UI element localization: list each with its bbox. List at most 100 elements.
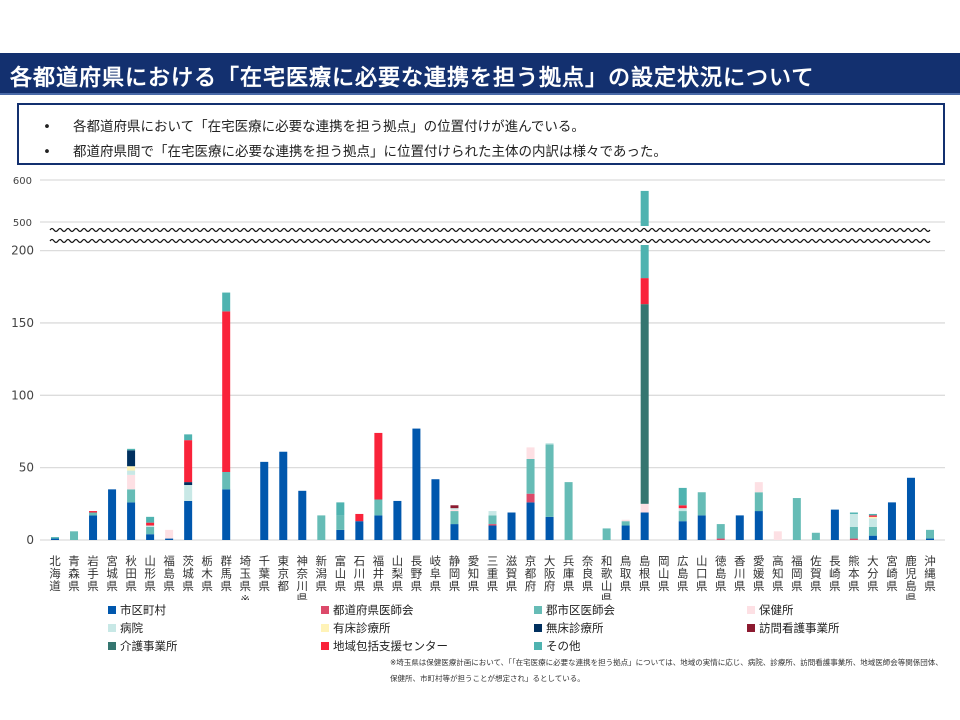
- x-tick-label: 長崎県: [828, 555, 842, 593]
- bar-segment: [374, 499, 383, 516]
- legend-swatch: [108, 641, 116, 650]
- x-tick-label: 福井県: [371, 554, 385, 592]
- legend-swatch: [108, 605, 116, 614]
- bar-segment: [127, 466, 136, 471]
- bar-segment: [602, 528, 611, 540]
- bar-segment: [526, 502, 535, 540]
- x-tick-label: 沖縄県: [923, 555, 937, 593]
- y-tick-label: 600: [13, 176, 32, 187]
- bar-segment: [507, 512, 516, 540]
- bar-segment: [51, 538, 59, 540]
- x-tick-label: 香川県: [733, 555, 747, 593]
- bar-segment: [849, 538, 858, 540]
- bar-segment: [336, 515, 345, 530]
- bar-segment: [450, 511, 459, 525]
- bar-segment: [488, 525, 497, 540]
- bar-segment: [374, 432, 383, 500]
- y-tick-label: 150: [11, 316, 34, 330]
- x-tick-label: 東京都: [276, 555, 290, 593]
- x-tick-label: 新潟県: [314, 554, 328, 592]
- legend-label: 郡市区医師会: [546, 602, 615, 617]
- y-tick-label: 0: [26, 533, 34, 547]
- page-title: 各都道府県における「在宅医療に必要な連携を担う拠点」の設定状況について: [10, 66, 815, 91]
- bar-segment: [773, 531, 782, 540]
- legend-label: 無床診療所: [546, 620, 604, 635]
- bar-segment: [336, 529, 345, 540]
- x-tick-label: 宮城県: [105, 554, 119, 592]
- x-tick-label: 鳥取県: [619, 554, 633, 592]
- legend-item: 保健所: [747, 601, 947, 618]
- x-tick-label: 愛知県: [466, 555, 480, 593]
- bar-segment: [184, 482, 193, 486]
- bar-segment: [697, 515, 706, 540]
- footnote-line: ※埼玉県は保健医療計画において、「「在宅医療に必要な連携を担う拠点」については、…: [390, 658, 943, 667]
- x-tick-label: 高知県: [771, 554, 785, 592]
- bar-segment: [70, 531, 79, 540]
- bar-segment: [450, 524, 459, 540]
- x-tick-label: 鹿児島県: [904, 554, 918, 600]
- x-tick-label: 宮崎県: [885, 554, 899, 592]
- bar-segment: [621, 525, 630, 540]
- legend-label: その他: [546, 638, 581, 653]
- bar-segment: [146, 525, 155, 527]
- bar-segment: [526, 447, 535, 459]
- bullet-item: • 各都道府県において「在宅医療に必要な連携を担う拠点」の位置付けが進んでいる。: [43, 119, 585, 135]
- bar-segment: [926, 538, 934, 540]
- bullet-text: 都道府県間で「在宅医療に必要な連携を担う拠点」に位置付けられた主体の内訳は様々で…: [73, 144, 667, 160]
- x-tick-label: 大阪府: [543, 554, 557, 592]
- x-tick-label: 京都府: [524, 554, 538, 592]
- bullet-item: • 都道府県間で「在宅医療に必要な連携を担う拠点」に位置付けられた主体の内訳は様々…: [43, 144, 667, 160]
- legend-label: 訪問看護事業所: [759, 620, 840, 635]
- bar-segment: [51, 537, 59, 539]
- x-tick-label: 群馬県: [219, 554, 233, 592]
- bar-segment: [754, 511, 763, 540]
- bar-segment: [621, 521, 630, 526]
- legend-label: 都道府県医師会: [333, 602, 414, 617]
- bar-segment: [640, 278, 649, 305]
- bar-segment: [431, 479, 440, 540]
- bar-segment: [868, 513, 877, 516]
- legend-item: 有床診療所: [321, 619, 534, 636]
- bar-segment: [716, 524, 725, 539]
- y-tick-label: 50: [19, 461, 34, 475]
- bar-segment: [393, 500, 402, 540]
- bar-segment: [184, 440, 193, 483]
- legend-label: 市区町村: [120, 602, 166, 617]
- x-tick-label: 青森県: [67, 555, 81, 593]
- x-tick-label: 広島県: [676, 555, 690, 593]
- bar-segment: [545, 444, 554, 517]
- x-tick-label: 茨城県: [181, 554, 195, 592]
- x-tick-label: 山梨県: [390, 555, 404, 593]
- bar-segment: [792, 498, 801, 540]
- x-tick-label: 愛媛県: [752, 555, 766, 593]
- bar-segment: [926, 529, 934, 539]
- bar-segment: [146, 526, 155, 535]
- x-tick-label: 岩手県: [86, 554, 100, 592]
- bar-segment: [127, 450, 136, 467]
- bar-segment: [811, 532, 820, 540]
- legend-item: 郡市区医師会: [534, 601, 747, 618]
- legend-swatch: [321, 623, 329, 632]
- bar-segment: [526, 493, 535, 503]
- bar-segment: [450, 505, 459, 509]
- stacked-bar-chart: 0 50 100 150 200 500 600 北海道 青森県 岩手県 宮城県 秋田県 山形県 福島県茨…: [11, 176, 945, 600]
- legend-label: 地域包括支援センター: [333, 638, 448, 653]
- bar-segment: [545, 516, 554, 540]
- x-tick-label: 徳島県: [714, 554, 728, 592]
- legend-swatch: [534, 605, 542, 614]
- x-tick-label: 奈良県: [581, 554, 595, 592]
- bar-segment: [716, 538, 725, 540]
- x-tick-label: 山形県: [143, 555, 157, 593]
- bar-segment: [222, 489, 231, 540]
- x-tick-label: 石川県: [352, 555, 366, 593]
- bar-segment: [412, 428, 421, 540]
- x-tick-label: 長野県: [409, 555, 423, 593]
- bar-segment: [89, 515, 98, 540]
- legend-item: 市区町村: [108, 601, 321, 618]
- bar-segment: [678, 511, 687, 522]
- axis-break-line: [49, 227, 931, 233]
- bar-segment: [127, 474, 136, 490]
- bar-segment: [184, 434, 193, 441]
- bar-segment: [222, 471, 231, 490]
- legend-swatch: [747, 605, 755, 614]
